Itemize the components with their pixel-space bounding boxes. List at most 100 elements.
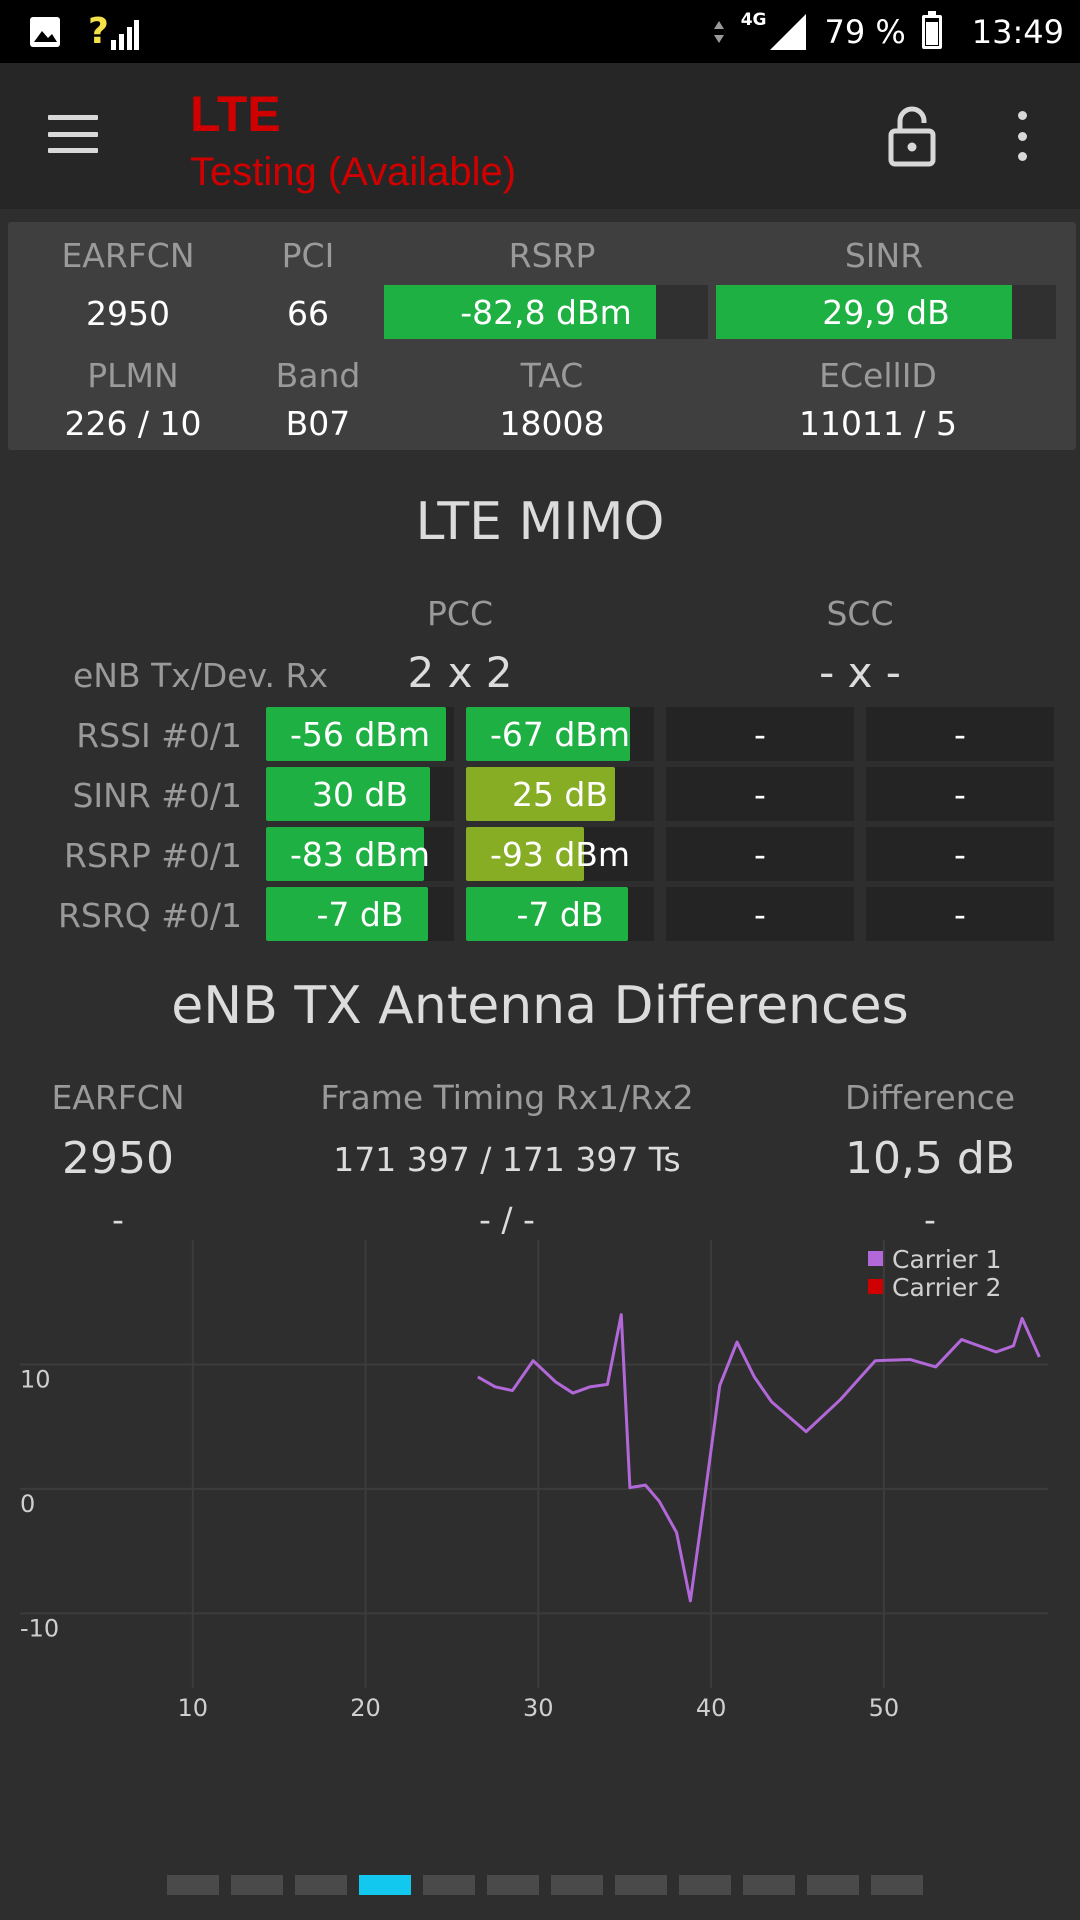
pcc-label: PCC	[427, 594, 493, 633]
page-dot[interactable]	[679, 1875, 731, 1895]
sinr-bar: 29,9 dB	[716, 285, 1056, 339]
app-bar: LTE Testing (Available)	[0, 63, 1080, 209]
cell-value: -	[754, 894, 766, 934]
rsrp-value: -82,8 dBm	[460, 292, 632, 332]
cell-value: -	[954, 714, 966, 754]
cell-bar-fill	[266, 767, 430, 821]
page-dot[interactable]	[615, 1875, 667, 1895]
mimo-cell: -	[866, 707, 1054, 761]
antenna-earfcn-value-2: -	[112, 1200, 124, 1239]
mimo-cell: -	[666, 767, 854, 821]
ecellid-value: 11011 / 5	[798, 404, 958, 443]
cell-value: -56 dBm	[289, 714, 431, 754]
plmn-value: 226 / 10	[64, 404, 202, 443]
cell-value: -7 dB	[316, 894, 404, 934]
page-dot[interactable]	[487, 1875, 539, 1895]
frame-timing-value: 171 397 / 171 397 Ts	[333, 1140, 681, 1179]
page-dot[interactable]	[871, 1875, 923, 1895]
row-label: SINR #0/1	[72, 776, 242, 815]
difference-value-2: -	[924, 1200, 936, 1239]
page-dot[interactable]	[295, 1875, 347, 1895]
series-line	[477, 1313, 1041, 1603]
cell-value: -	[754, 774, 766, 814]
page-dot[interactable]	[807, 1875, 859, 1895]
cell-value: -	[754, 834, 766, 874]
sinr-label: SINR	[844, 236, 924, 275]
mimo-cell: -93 dBm	[466, 827, 654, 881]
mimo-cell: -7 dB	[466, 887, 654, 941]
page-subtitle: Testing (Available)	[190, 150, 517, 194]
x-tick-label: 30	[523, 1694, 554, 1722]
mimo-cell: -	[666, 827, 854, 881]
data-arrows-icon	[713, 20, 724, 43]
signal-unknown-icon: ?	[88, 11, 109, 52]
enb-rx-label: eNB Tx/Dev. Rx	[72, 656, 328, 695]
row-label: RSSI #0/1	[76, 716, 242, 755]
more-vert-icon[interactable]	[1008, 111, 1036, 161]
cell-bar-fill	[266, 827, 424, 881]
network-type: 4G	[740, 9, 767, 30]
cell-bar-fill	[466, 887, 628, 941]
row-label: RSRP #0/1	[64, 836, 242, 875]
x-tick-label: 40	[696, 1694, 727, 1722]
mimo-cell: -	[866, 827, 1054, 881]
earfcn-label: EARFCN	[61, 236, 195, 275]
legend-swatch	[868, 1251, 883, 1266]
page-dot[interactable]	[359, 1875, 411, 1895]
legend-label: Carrier 2	[892, 1273, 1001, 1302]
cell-info-card: EARFCN PCI RSRP SINR 2950 66 -82,8 dBm 2…	[8, 222, 1076, 450]
cell-value: 30 dB	[311, 774, 409, 814]
signal-bars-icon	[110, 20, 139, 50]
page-title: LTE	[190, 86, 281, 142]
page-dot[interactable]	[551, 1875, 603, 1895]
plmn-label: PLMN	[87, 356, 179, 395]
cell-value: 25 dB	[511, 774, 609, 814]
menu-icon[interactable]	[48, 115, 98, 153]
cell-bar-fill	[266, 707, 447, 761]
y-tick-label: 10	[20, 1365, 51, 1393]
scc-mimo-value: - x -	[819, 648, 901, 697]
difference-label: Difference	[844, 1078, 1016, 1117]
cell-value: -7 dB	[516, 894, 604, 934]
frame-timing-value-2: - / -	[479, 1200, 535, 1239]
x-tick-label: 10	[177, 1694, 208, 1722]
x-tick-label: 20	[350, 1694, 381, 1722]
cell-value: -	[954, 774, 966, 814]
rsrp-bar: -82,8 dBm	[384, 285, 708, 339]
tac-label: TAC	[520, 356, 584, 395]
band-value: B07	[285, 404, 351, 443]
legend-label: Carrier 1	[892, 1245, 1001, 1274]
sinr-bar-fill	[716, 285, 1012, 339]
clock: 13:49	[971, 12, 1064, 51]
band-label: Band	[275, 356, 361, 395]
rsrp-bar-fill	[384, 285, 657, 339]
mimo-cell: 30 dB	[266, 767, 454, 821]
difference-value: 10,5 dB	[844, 1133, 1016, 1184]
x-tick-label: 50	[869, 1694, 900, 1722]
page-dot[interactable]	[423, 1875, 475, 1895]
mimo-cell: -	[666, 887, 854, 941]
cell-value: -	[954, 834, 966, 874]
page-indicator[interactable]	[167, 1875, 923, 1895]
mimo-cell: -	[866, 887, 1054, 941]
row-label: RSRQ #0/1	[57, 896, 242, 935]
unlock-icon[interactable]	[888, 105, 936, 167]
rsrp-label: RSRP	[508, 236, 596, 275]
page-dot[interactable]	[231, 1875, 283, 1895]
image-notification-icon	[30, 17, 60, 47]
page-dot[interactable]	[167, 1875, 219, 1895]
mimo-cell: -56 dBm	[266, 707, 454, 761]
tac-value: 18008	[499, 404, 605, 443]
pci-label: PCI	[281, 236, 335, 275]
y-tick-label: 0	[20, 1490, 35, 1518]
cell-signal-icon	[770, 13, 807, 50]
page-dot[interactable]	[743, 1875, 795, 1895]
cell-value: -93 dBm	[489, 834, 631, 874]
antenna-earfcn-label: EARFCN	[51, 1078, 185, 1117]
y-tick-label: -10	[20, 1614, 59, 1642]
cell-bar-fill	[466, 827, 585, 881]
mimo-cell: -	[866, 767, 1054, 821]
pci-value: 66	[287, 294, 329, 333]
frame-timing-label: Frame Timing Rx1/Rx2	[320, 1078, 694, 1117]
